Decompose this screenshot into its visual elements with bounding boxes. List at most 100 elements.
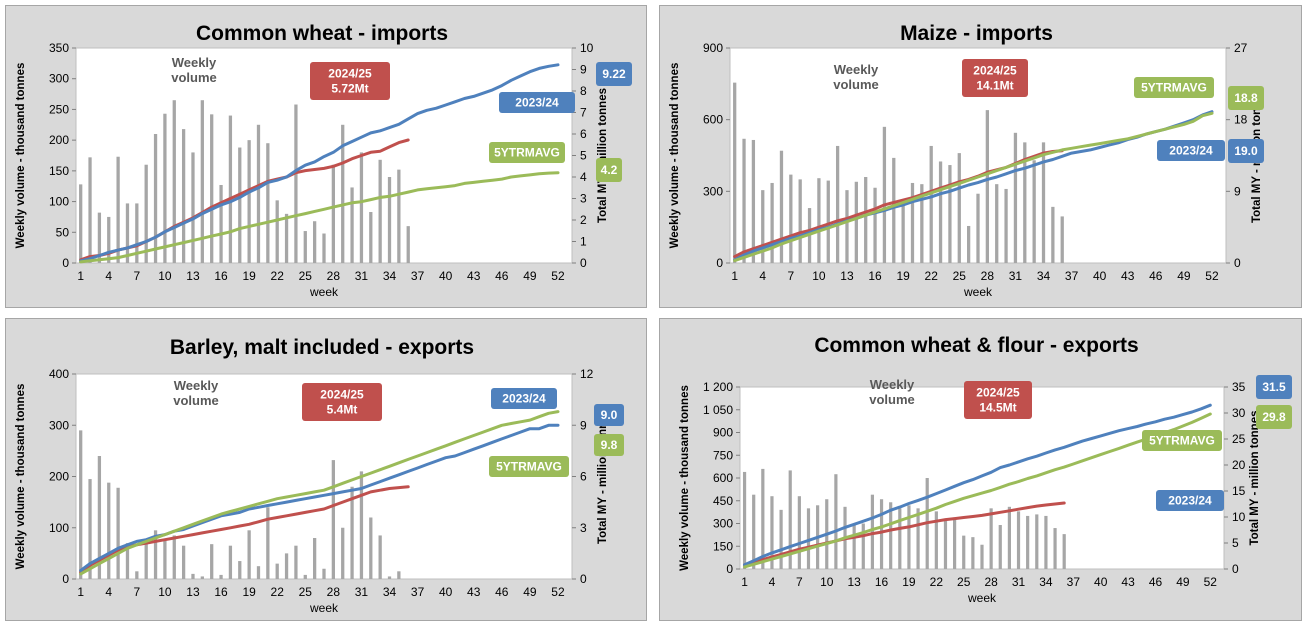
y2-tick-label: 8 (580, 84, 587, 98)
x-tick-label: 28 (327, 585, 341, 599)
weekly-volume-label: Weekly volume (833, 62, 879, 92)
weekly-volume-bar (378, 535, 382, 579)
weekly-volume-label-line: volume (171, 70, 217, 85)
previous-season-end-value-bg (594, 404, 624, 426)
y-axis-label: Weekly volume - thousand tonnes (679, 385, 691, 571)
previous-season-label-text: 2023/24 (502, 392, 546, 406)
weekly-volume-bar (882, 126, 887, 263)
previous-season-label-bg (1156, 490, 1224, 511)
x-tick-label: 52 (551, 585, 565, 599)
y2-tick-label: 6 (580, 470, 587, 484)
y-tick-label: 150 (49, 164, 69, 178)
weekly-volume-bar (350, 187, 354, 263)
weekly-volume-bar (107, 482, 111, 579)
x-tick-label: 28 (981, 269, 995, 283)
x-tick-label: 43 (467, 269, 481, 283)
weekly-volume-bar (989, 508, 993, 569)
weekly-volume-bar (247, 140, 251, 263)
previous-season-end-value: 9.0 (594, 404, 624, 426)
x-tick-label: 1 (731, 269, 738, 283)
weekly-volume-bar (369, 212, 373, 263)
series-line-previous (79, 63, 560, 263)
weekly-volume-bar (864, 177, 868, 263)
series-line-avg (79, 171, 560, 264)
x-tick-label: 19 (242, 269, 256, 283)
previous-season-end-value-text: 31.5 (1262, 380, 1286, 394)
y2-tick-label: 25 (1232, 432, 1246, 446)
x-tick-label: 10 (820, 575, 834, 589)
y-tick-label: 250 (49, 102, 69, 116)
weekly-volume-bar (350, 486, 354, 579)
x-tick-label: 43 (1121, 269, 1135, 283)
previous-season-label-text: 2023/24 (515, 96, 559, 110)
weekly-volume-bar (998, 525, 1002, 569)
weekly-volume-bar (144, 164, 148, 263)
weekly-volume-label: Weekly volume (869, 377, 915, 407)
current-season-label-bg (962, 59, 1028, 97)
weekly-volume-bar (181, 545, 186, 579)
x-axis-label: week (967, 591, 997, 605)
weekly-volume-bar (1035, 514, 1039, 569)
x-tick-label: 1 (741, 575, 748, 589)
x-tick-label: 46 (1149, 575, 1163, 589)
five-year-average-label-text: 5YTRMAVG (1149, 434, 1215, 448)
y-tick-label: 900 (713, 426, 733, 440)
previous-season-label-text: 2023/24 (1168, 494, 1212, 508)
x-tick-label: 37 (1065, 269, 1079, 283)
weekly-volume-bar (266, 143, 270, 263)
y2-tick-label: 0 (580, 572, 587, 586)
weekly-volume-bar (834, 474, 838, 569)
y-tick-label: 0 (716, 256, 723, 270)
weekly-volume-bar (359, 152, 364, 263)
previous-season-end-value: 31.5 (1256, 375, 1292, 399)
y2-tick-label: 0 (1234, 256, 1241, 270)
five-year-average-end-value-text: 4.2 (601, 163, 618, 177)
chart-title: Maize - imports (900, 22, 1053, 45)
previous-season-end-value: 19.0 (1228, 139, 1264, 163)
weekly-volume-bar (798, 179, 802, 263)
weekly-volume-bar (369, 517, 373, 579)
x-tick-label: 16 (214, 269, 228, 283)
weekly-volume-bar (948, 165, 952, 263)
weekly-volume-bar (275, 200, 279, 263)
y-tick-label: 350 (49, 41, 69, 55)
weekly-volume-bar (341, 527, 345, 579)
weekly-volume-bar (1026, 515, 1030, 569)
y2-tick-label: 9 (580, 418, 587, 432)
previous-season-end-value-text: 19.0 (1234, 144, 1258, 158)
x-tick-label: 31 (1009, 269, 1023, 283)
y2-tick-label: 3 (580, 521, 587, 535)
weekly-volume-bar (172, 535, 176, 579)
x-tick-label: 22 (271, 269, 285, 283)
current-season-label-text: 2024/25 (973, 64, 1017, 78)
chart-panel-common-wheat-imports: Common wheat - imports 0 50 100 150 200 250 300… (5, 5, 647, 308)
weekly-volume-bar (962, 535, 966, 569)
chart-panel-barley-exports: Barley, malt included - exports 0 100 200 30… (5, 318, 647, 621)
weekly-volume-bar (898, 508, 902, 569)
previous-season-label: 2023/24 (1157, 140, 1225, 161)
x-tick-label: 52 (1204, 575, 1218, 589)
x-tick-label: 28 (984, 575, 998, 589)
y-tick-label: 300 (713, 517, 733, 531)
y2-tick-label: 30 (1232, 406, 1246, 420)
weekly-volume-bar (967, 225, 971, 263)
weekly-volume-bar (789, 174, 793, 263)
y-tick-label: 300 (49, 418, 69, 432)
y2-tick-label: 9 (580, 63, 587, 77)
weekly-volume-bar (322, 233, 326, 263)
y2-tick-label: 18 (1234, 113, 1248, 127)
chart-title: Barley, malt included - exports (170, 336, 474, 359)
x-tick-label: 10 (812, 269, 826, 283)
weekly-volume-bar (929, 145, 933, 263)
x-tick-label: 7 (133, 585, 140, 599)
weekly-volume-bar (1016, 511, 1021, 569)
x-tick-label: 34 (1037, 269, 1051, 283)
x-tick-label: 22 (271, 585, 285, 599)
weekly-volume-bar (397, 571, 401, 579)
x-tick-label: 16 (875, 575, 889, 589)
weekly-volume-bar (210, 544, 214, 579)
weekly-volume-bar (79, 430, 83, 579)
weekly-volume-bar (341, 124, 345, 264)
current-season-label-bg (964, 381, 1032, 419)
weekly-volume-bar (294, 545, 298, 579)
